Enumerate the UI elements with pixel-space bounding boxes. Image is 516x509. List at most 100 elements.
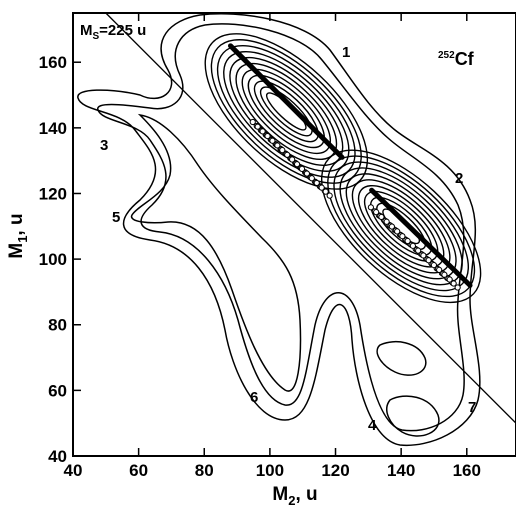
x-tick-label: 80 <box>195 461 214 480</box>
contour-line <box>204 33 369 190</box>
x-tick-label: 160 <box>453 461 481 480</box>
x-tick-label: 120 <box>321 461 349 480</box>
data-point-marker <box>399 233 406 240</box>
y-axis-title-sub: 1 <box>15 236 30 243</box>
isotope-label-sup: 252 <box>438 50 455 61</box>
x-axis-title: M2, u <box>272 484 317 508</box>
data-point-marker <box>430 261 438 269</box>
data-point-marker <box>269 137 276 144</box>
data-point-marker <box>450 280 457 287</box>
mass-sum-label-rest: =225 u <box>99 22 146 39</box>
data-point-marker <box>284 151 291 158</box>
y-tick-label: 120 <box>39 184 67 203</box>
data-point-marker <box>441 271 448 278</box>
outer-contour-line <box>130 113 302 392</box>
mass-sum-label-main: M <box>80 22 93 39</box>
isotope-label-symbol: Cf <box>455 49 475 69</box>
y-tick-label: 100 <box>39 250 67 269</box>
y-tick-label: 80 <box>48 316 67 335</box>
plot-frame <box>72 12 516 457</box>
contour-line <box>265 92 307 131</box>
y-axis-ticks: 40 60 80 100 120 140 160 <box>39 53 81 466</box>
data-point-marker <box>259 128 266 135</box>
region-label-3: 3 <box>100 137 108 154</box>
ridge-line <box>228 43 345 160</box>
data-point-marker <box>415 247 422 254</box>
x-tick-label: 40 <box>64 461 83 480</box>
contour-lines <box>77 13 482 447</box>
y-tick-label: 160 <box>39 53 67 72</box>
region-label-1: 1 <box>342 44 350 61</box>
ridge-lines <box>228 43 473 288</box>
data-point-marker <box>279 147 286 154</box>
outer-contour-line <box>376 341 427 376</box>
contour-line <box>370 196 433 256</box>
contour-line <box>259 86 313 137</box>
y-axis-title-unit: , u <box>6 213 27 235</box>
contour-line <box>241 68 332 155</box>
y-tick-label: 140 <box>39 119 67 138</box>
region-label-2: 2 <box>455 170 463 187</box>
data-point-marker <box>383 218 390 225</box>
data-point-markers <box>249 118 461 291</box>
region-label-5: 5 <box>112 209 120 226</box>
contour-line <box>210 39 362 184</box>
data-point-marker <box>249 118 256 126</box>
contour-line <box>376 202 427 250</box>
data-point-marker <box>313 179 320 187</box>
x-tick-label: 60 <box>129 461 148 480</box>
data-point-marker <box>293 161 301 168</box>
contour-line <box>253 80 319 143</box>
data-point-marker <box>425 257 432 264</box>
isotope-label: 252Cf <box>438 49 475 69</box>
contour-line <box>327 155 476 298</box>
x-tick-label: 140 <box>387 461 415 480</box>
data-point-marker <box>409 242 416 249</box>
x-axis-title-main: M <box>272 484 288 505</box>
data-point-marker <box>446 276 453 283</box>
data-point-marker <box>326 192 333 199</box>
region-label-4: 4 <box>368 417 377 434</box>
y-tick-label: 60 <box>48 381 67 400</box>
mass-sum-line <box>105 12 516 425</box>
contour-line <box>320 149 482 304</box>
mass-sum-label-sub: S <box>93 31 100 42</box>
data-point-marker <box>454 284 461 291</box>
data-point-marker <box>264 132 271 140</box>
ridge-line <box>369 187 473 288</box>
data-point-marker <box>394 228 401 235</box>
contour-line <box>333 161 470 292</box>
outer-contour-line <box>386 395 440 437</box>
outer-contour-line <box>97 23 465 432</box>
y-axis-title: M1, u <box>6 213 30 258</box>
data-point-marker <box>274 142 281 149</box>
y-tick-label: 40 <box>48 447 67 466</box>
data-point-marker <box>404 237 411 245</box>
x-axis-title-unit: , u <box>295 484 317 505</box>
x-tick-label: 100 <box>256 461 284 480</box>
contour-line <box>363 190 439 262</box>
data-point-marker <box>367 204 374 211</box>
contour-line <box>216 45 356 178</box>
contour-line <box>357 184 445 268</box>
data-point-marker <box>303 170 311 177</box>
region-label-7: 7 <box>468 399 476 416</box>
y-axis-title-main: M <box>6 243 27 259</box>
region-label-6: 6 <box>250 389 258 406</box>
data-point-marker <box>378 213 385 221</box>
x-axis-ticks: 40 60 80 100 120 140 160 <box>64 13 481 480</box>
data-point-marker <box>436 266 443 273</box>
data-point-marker <box>318 184 325 191</box>
data-point-marker <box>254 123 261 130</box>
data-point-marker <box>289 156 296 163</box>
x-axis-title-sub: 2 <box>288 493 295 508</box>
data-point-marker <box>322 188 329 195</box>
outer-contour-line <box>77 13 481 447</box>
data-point-marker <box>308 175 315 182</box>
data-point-marker <box>388 223 395 230</box>
mass-sum-label: MS=225 u <box>80 22 146 42</box>
data-point-marker <box>298 165 306 172</box>
data-point-marker <box>373 209 380 216</box>
contour-line <box>247 74 325 149</box>
